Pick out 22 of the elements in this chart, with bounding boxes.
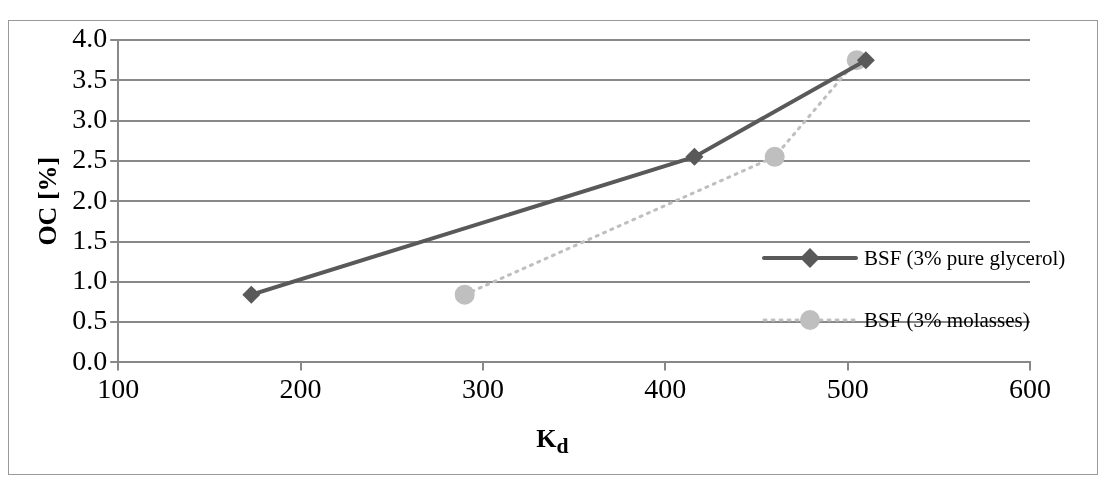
y-tick-label: 1.0 [72,264,108,296]
y-tick-label: 2.5 [72,143,108,175]
y-tick-label: 2.0 [72,183,108,215]
point [685,147,704,166]
y-tick-label: 3.5 [72,62,108,94]
x-tick-label: 500 [826,372,869,404]
y-axis-title: OC [%] [33,156,63,246]
point [454,284,475,305]
x-axis-title: K$_{d}$ [535,424,570,460]
point [856,51,875,70]
y-tick-label: 4.0 [72,22,108,54]
point [764,146,785,167]
y-tick-label: 3.0 [72,102,108,134]
legend-label: BSF (3% pure glycerol) [864,245,1066,271]
x-tick-label: 200 [279,372,322,404]
x-tick-label: 300 [461,372,504,404]
y-tick-label: 0.5 [72,304,108,336]
y-tick-label: 1.5 [72,223,108,255]
point [242,285,261,304]
x-tick-label: 400 [644,372,687,404]
x-tick-label: 600 [1009,372,1051,404]
legend-label: BSF (3% molasses) [864,307,1030,333]
